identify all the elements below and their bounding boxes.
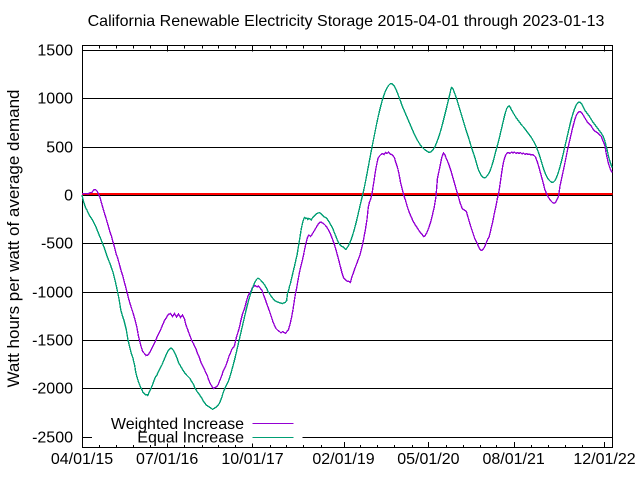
svg-text:08/01/21: 08/01/21 [482, 451, 544, 468]
svg-text:05/01/20: 05/01/20 [397, 451, 459, 468]
svg-text:Weighted Increase: Weighted Increase [111, 416, 244, 433]
svg-text:California Renewable Electrici: California Renewable Electricity Storage… [88, 13, 605, 30]
svg-text:1000: 1000 [37, 91, 73, 108]
svg-text:10/01/17: 10/01/17 [221, 451, 283, 468]
svg-text:-2000: -2000 [32, 381, 73, 398]
svg-text:04/01/15: 04/01/15 [51, 451, 113, 468]
svg-text:12/01/22: 12/01/22 [573, 451, 635, 468]
svg-text:Equal Increase: Equal Increase [137, 430, 244, 447]
svg-text:Watt hours per watt of average: Watt hours per watt of average demand [4, 90, 23, 388]
svg-text:07/01/16: 07/01/16 [136, 451, 198, 468]
svg-text:-1000: -1000 [32, 285, 73, 302]
svg-text:1500: 1500 [37, 43, 73, 60]
svg-text:-2500: -2500 [32, 430, 73, 447]
svg-text:500: 500 [46, 140, 73, 157]
svg-text:0: 0 [64, 188, 73, 205]
svg-text:-1500: -1500 [32, 333, 73, 350]
svg-text:-500: -500 [41, 236, 73, 253]
svg-text:02/01/19: 02/01/19 [312, 451, 374, 468]
